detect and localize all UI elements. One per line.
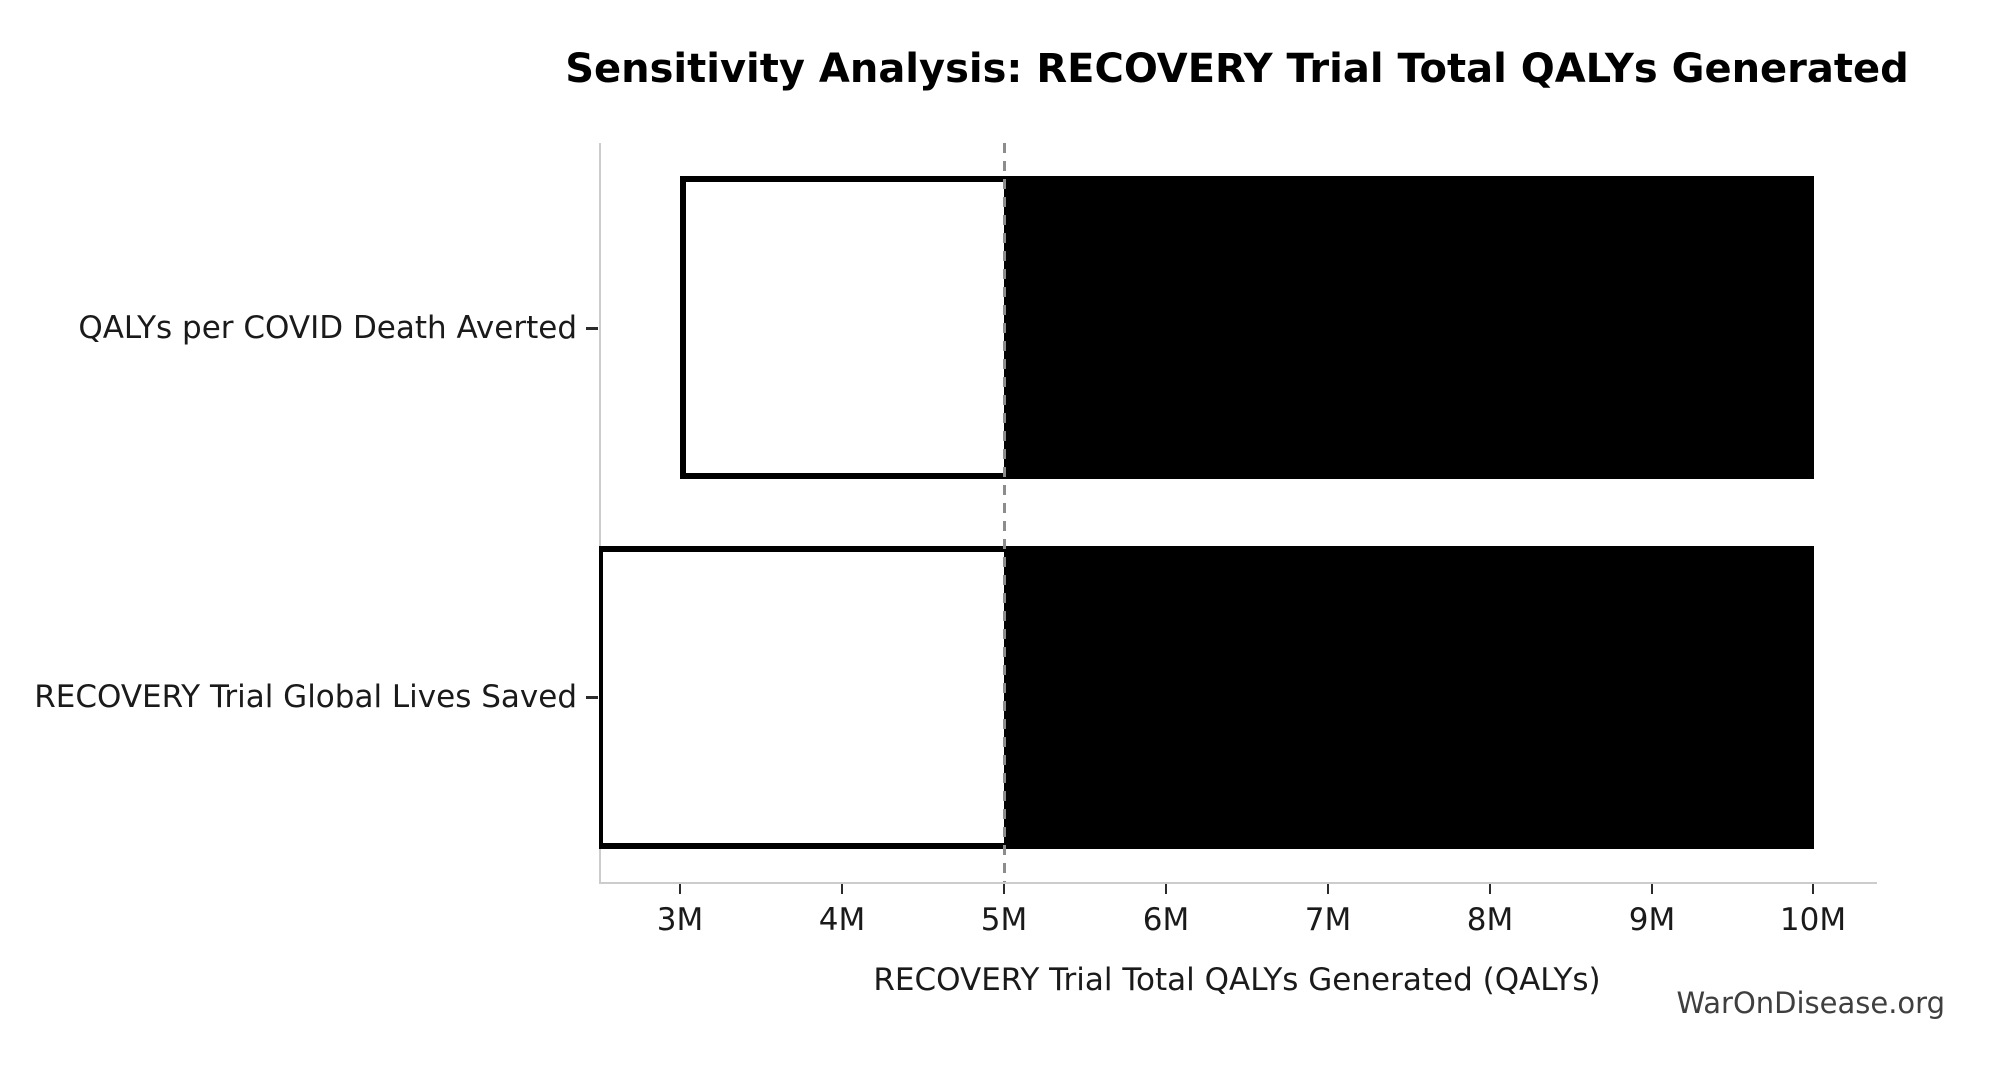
x-tick-label: 5M xyxy=(980,902,1028,938)
plot-area xyxy=(599,143,1877,884)
x-tick-label: 7M xyxy=(1304,902,1352,938)
x-tick xyxy=(1812,884,1814,894)
x-axis-label: RECOVERY Trial Total QALYs Generated (QA… xyxy=(873,962,1601,998)
watermark: WarOnDisease.org xyxy=(1676,986,1945,1020)
x-tick xyxy=(679,884,681,894)
y-tick-label: QALYs per COVID Death Averted xyxy=(78,310,577,346)
x-tick xyxy=(1165,884,1167,894)
y-tick-label: RECOVERY Trial Global Lives Saved xyxy=(34,679,577,715)
y-tick xyxy=(586,696,598,699)
x-tick-label: 9M xyxy=(1628,902,1676,938)
bar-high-segment xyxy=(1004,546,1814,849)
x-tick xyxy=(1489,884,1491,894)
x-tick xyxy=(1651,884,1653,894)
x-tick xyxy=(841,884,843,894)
x-tick-label: 3M xyxy=(656,902,704,938)
bar-high-segment xyxy=(1004,176,1814,479)
x-tick-label: 6M xyxy=(1142,902,1190,938)
y-tick xyxy=(586,327,598,330)
x-tick xyxy=(1327,884,1329,894)
x-tick-label: 8M xyxy=(1466,902,1514,938)
x-tick xyxy=(1003,884,1005,894)
x-tick-label: 4M xyxy=(818,902,866,938)
chart-title: Sensitivity Analysis: RECOVERY Trial Tot… xyxy=(565,46,1909,92)
x-tick-label: 10M xyxy=(1779,902,1847,938)
baseline-dashline xyxy=(1003,143,1006,882)
